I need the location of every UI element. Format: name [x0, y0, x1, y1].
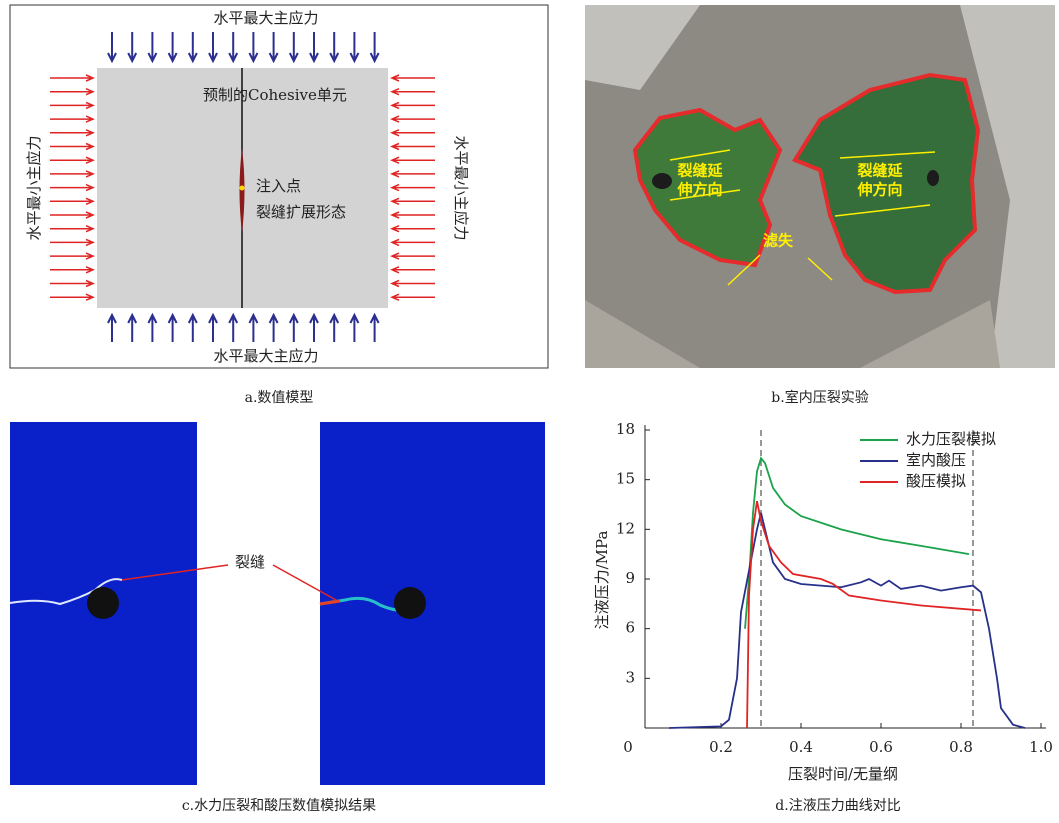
y-tick-label: 12	[616, 519, 635, 537]
x-tick-label: 0.8	[949, 738, 973, 756]
left-label: 水平最小主应力	[25, 135, 43, 240]
top-label: 水平最大主应力	[213, 9, 318, 27]
series-line	[669, 513, 1025, 728]
figure: 水平最大主应力 水平最大主应力 水平最小主应力 水平最小主应力 预制的Cohes…	[0, 0, 1059, 823]
cohesive-label: 预制的Cohesive单元	[203, 86, 347, 104]
legend-label: 室内酸压	[906, 451, 966, 469]
arrow-label: 裂缝延	[676, 162, 723, 180]
arrow-label: 伸方向	[676, 181, 722, 199]
x-tick-label: 0	[623, 738, 633, 756]
bottom-label: 水平最大主应力	[213, 347, 318, 365]
caption: a.数值模型	[245, 390, 314, 406]
y-tick-label: 6	[625, 619, 635, 637]
y-tick-label: 18	[616, 420, 635, 438]
x-tick-label: 0.4	[789, 738, 813, 756]
caption: b.室内压裂实验	[771, 389, 868, 406]
caption: c.水力压裂和酸压数值模拟结果	[182, 798, 376, 814]
y-tick-label: 15	[616, 470, 635, 488]
x-tick-label: 0.2	[709, 738, 733, 756]
wellbore	[394, 587, 426, 619]
injection-point	[240, 186, 245, 191]
fracture-label: 裂缝	[235, 553, 265, 571]
leakoff-label: 滤失	[763, 232, 794, 250]
y-tick-label: 3	[625, 668, 635, 686]
injection-hole	[927, 170, 939, 186]
arrow-label: 伸方向	[856, 181, 902, 199]
y-axis-label: 注液压力/MPa	[593, 531, 611, 630]
x-tick-label: 0.6	[869, 738, 893, 756]
injection-label: 注入点	[256, 177, 301, 195]
fracture-label: 裂缝扩展形态	[256, 203, 346, 221]
x-axis-label: 压裂时间/无量纲	[788, 765, 898, 783]
y-tick-label: 9	[625, 569, 635, 587]
legend-label: 酸压模拟	[906, 472, 966, 490]
arrow-label: 裂缝延	[856, 162, 903, 180]
legend-label: 水力压裂模拟	[906, 430, 996, 448]
caption: d.注液压力曲线对比	[775, 798, 900, 814]
x-tick-label: 1.0	[1029, 738, 1053, 756]
right-label: 水平最小主应力	[452, 135, 470, 240]
injection-hole	[652, 173, 672, 189]
white-strip	[197, 422, 320, 785]
wellbore	[87, 587, 119, 619]
